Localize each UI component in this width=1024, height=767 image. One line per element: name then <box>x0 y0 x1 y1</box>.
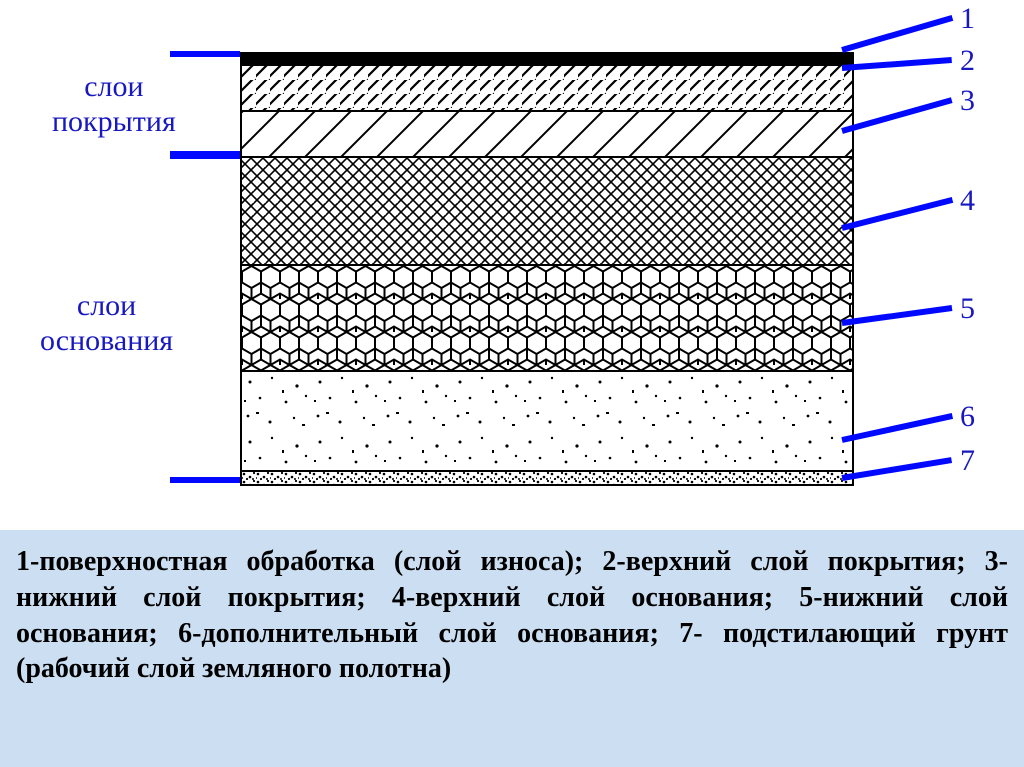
layer-1 <box>242 54 852 64</box>
layer-4 <box>242 156 852 264</box>
legend-caption: 1-поверхностная обработка (слой износа);… <box>0 530 1024 767</box>
callout-line-2 <box>842 57 952 71</box>
layer-7 <box>242 470 852 484</box>
callout-line-1 <box>841 15 953 53</box>
callout-line-5 <box>842 305 953 326</box>
label-base-layers: слои основания <box>40 289 173 358</box>
layer-stack <box>240 52 854 486</box>
callout-line-4 <box>841 197 952 231</box>
label-coating-layers: слои покрытия <box>52 70 176 139</box>
callout-number-3: 3 <box>960 84 975 118</box>
callout-line-6 <box>841 413 952 443</box>
bracket-bar <box>170 153 240 159</box>
pavement-diagram: слои покрытия слои основания 1 2 3 4 5 6 7 <box>0 0 1024 530</box>
callout-number-1: 1 <box>960 2 975 36</box>
canvas: слои покрытия слои основания 1 2 3 4 5 6 7 1-п… <box>0 0 1024 767</box>
layer-5 <box>242 264 852 370</box>
layer-6 <box>242 370 852 470</box>
callout-number-7: 7 <box>960 444 975 478</box>
callout-number-5: 5 <box>960 292 975 326</box>
callout-line-7 <box>842 457 953 481</box>
legend-text: 1-поверхностная обработка (слой износа);… <box>16 546 1008 684</box>
callout-number-6: 6 <box>960 400 975 434</box>
bracket-bar <box>170 51 240 57</box>
callout-line-3 <box>841 97 953 134</box>
callout-number-4: 4 <box>960 184 975 218</box>
layer-3 <box>242 110 852 156</box>
bracket-bar <box>170 477 240 483</box>
callout-number-2: 2 <box>960 44 975 78</box>
layer-2 <box>242 64 852 110</box>
